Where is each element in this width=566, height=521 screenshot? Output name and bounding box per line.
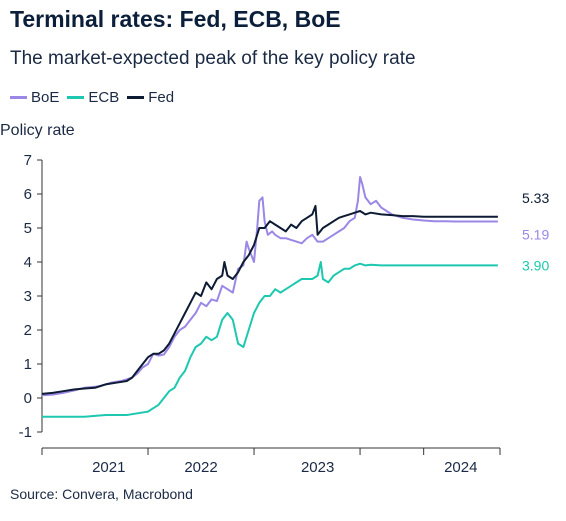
chart-title: Terminal rates: Fed, ECB, BoE bbox=[10, 6, 341, 32]
series-line-ecb bbox=[42, 261, 498, 418]
y-tick-label-7: 7 bbox=[24, 152, 32, 169]
x-tick-label-2023: 2023 bbox=[301, 459, 334, 476]
y-tick-label--1: -1 bbox=[19, 424, 32, 441]
end-label-ecb: 3.90 bbox=[522, 257, 549, 273]
end-label-fed: 5.33 bbox=[522, 190, 549, 206]
legend-item-fed: Fed bbox=[127, 89, 174, 106]
y-tick-label-6: 6 bbox=[24, 186, 32, 203]
x-tick-label-2022: 2022 bbox=[184, 459, 217, 476]
legend-label-ecb: ECB bbox=[88, 89, 120, 106]
y-tick-label-0: 0 bbox=[24, 390, 32, 407]
end-label-boe: 5.19 bbox=[522, 227, 549, 243]
series-line-fed bbox=[41, 204, 498, 395]
legend: BoE ECB Fed bbox=[10, 89, 182, 106]
y-tick-label-1: 1 bbox=[24, 356, 32, 373]
y-tick-label-5: 5 bbox=[24, 220, 32, 237]
chart-subtitle: The market-expected peak of the key poli… bbox=[10, 48, 416, 69]
y-tick-label-4: 4 bbox=[24, 254, 32, 271]
x-tick-label-2021: 2021 bbox=[92, 459, 125, 476]
legend-item-boe: BoE bbox=[10, 89, 59, 106]
y-axis-label: Policy rate bbox=[0, 122, 75, 139]
legend-label-boe: BoE bbox=[31, 89, 60, 106]
legend-swatch-fed bbox=[127, 96, 145, 99]
legend-label-fed: Fed bbox=[148, 89, 175, 106]
legend-swatch-ecb bbox=[67, 96, 85, 99]
source-note: Source: Convera, Macrobond bbox=[10, 486, 193, 502]
series-line-boe bbox=[41, 176, 498, 397]
y-tick-label-2: 2 bbox=[24, 322, 32, 339]
x-tick-label-2024: 2024 bbox=[444, 459, 477, 476]
legend-item-ecb: ECB bbox=[67, 89, 119, 106]
legend-swatch-boe bbox=[10, 96, 27, 99]
y-tick-label-3: 3 bbox=[24, 288, 32, 305]
